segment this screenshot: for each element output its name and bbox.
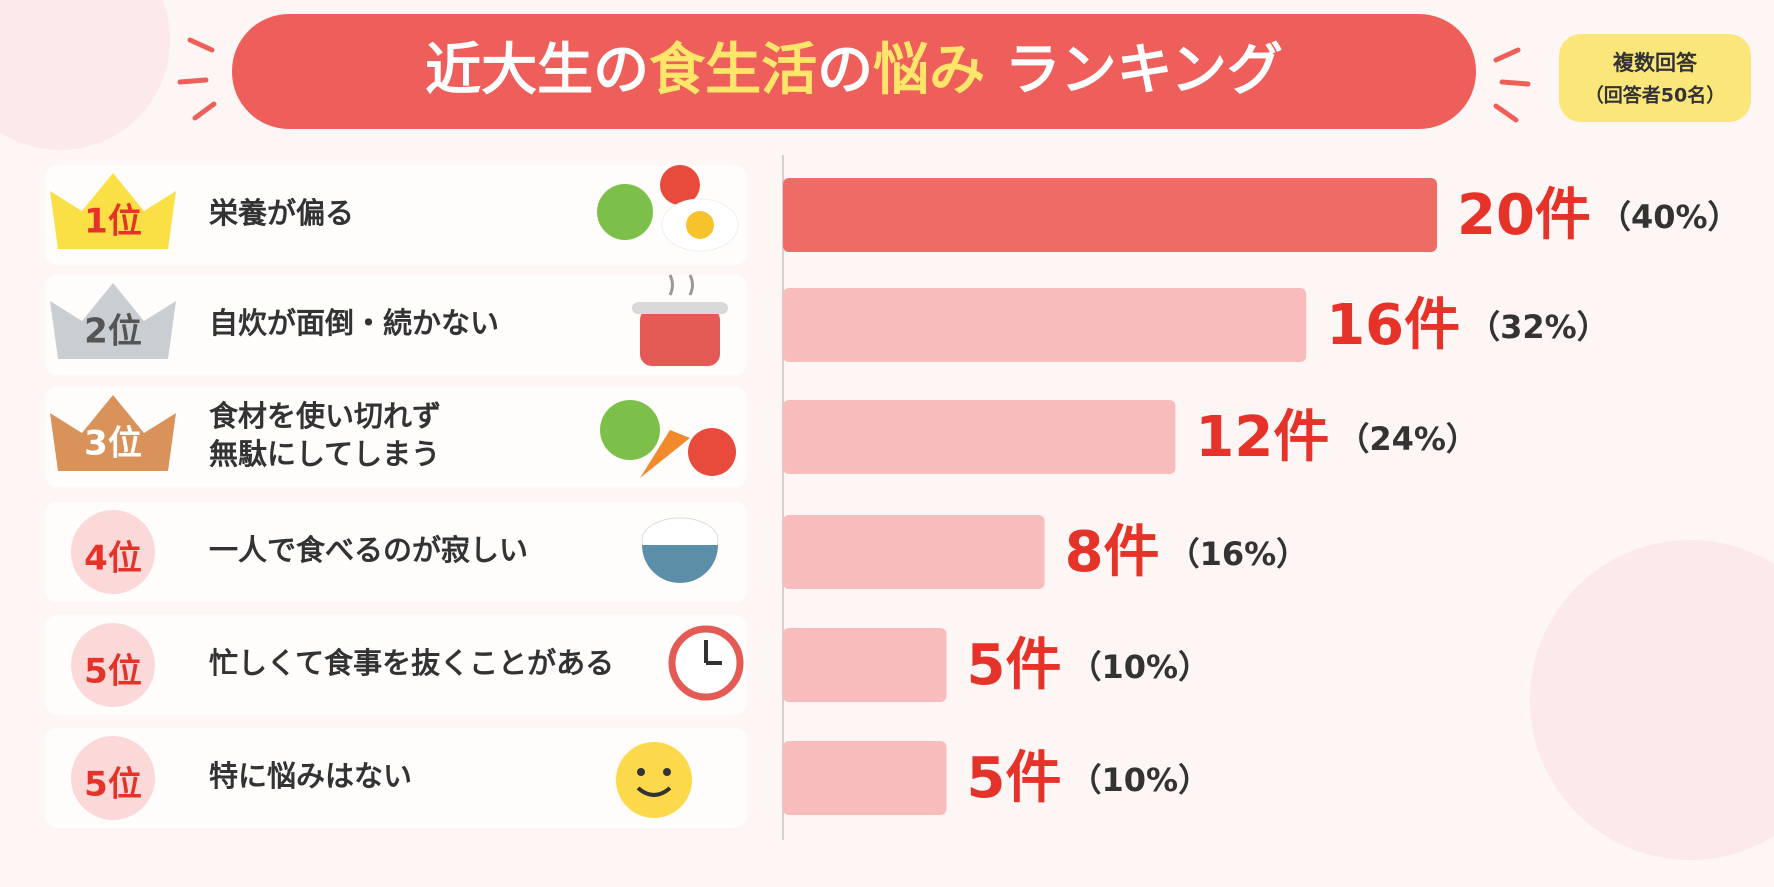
rank-crown xyxy=(50,395,176,471)
row-panel xyxy=(45,165,747,265)
icon-smiley xyxy=(616,742,692,818)
percent-label: （16%） xyxy=(1168,535,1309,573)
bar xyxy=(783,178,1437,252)
category-label: 特に悩みはない xyxy=(209,759,412,793)
value-label: 8件 xyxy=(1065,520,1160,585)
icon-pot xyxy=(632,274,728,366)
icon-clock xyxy=(668,625,744,701)
title-sparks xyxy=(177,37,1531,123)
title-part: 近大生の xyxy=(425,38,649,103)
title-part: 食生活 xyxy=(649,38,817,103)
rank-crown xyxy=(50,173,176,249)
rank-label: 5位 xyxy=(84,652,142,692)
rank-label: 5位 xyxy=(84,765,142,805)
row-panel xyxy=(45,387,747,487)
rows: 1位 栄養が偏る 20件 （40%） 2位 自炊が面倒・続かない 16件 （32%） 3位 食材を… xyxy=(45,165,1740,828)
rank-circle xyxy=(71,736,155,820)
category-label: 忙しくて食事を抜くことがある xyxy=(209,646,614,680)
percent-label: （10%） xyxy=(1069,761,1210,799)
value-label: 5件 xyxy=(967,746,1062,811)
note-line: （回答者50名） xyxy=(1585,84,1725,107)
title: 近大生の食生活の悩み ランキング xyxy=(425,38,1283,103)
rank-crown xyxy=(50,283,176,359)
row-panel xyxy=(45,275,747,375)
note-badge xyxy=(1559,34,1751,122)
bar xyxy=(783,288,1307,362)
icon-vegetables xyxy=(600,400,736,478)
row-panel xyxy=(45,728,747,828)
icon-rice-bowl xyxy=(641,517,719,583)
category-label: 食材を使い切れず xyxy=(209,399,441,433)
percent-label: （24%） xyxy=(1337,420,1478,458)
value-label: 16件 xyxy=(1326,293,1460,358)
category-label: 栄養が偏る xyxy=(209,196,354,230)
category-label: 自炊が面倒・続かない xyxy=(209,306,499,340)
row-panel xyxy=(45,502,747,602)
title-pill xyxy=(232,14,1476,129)
percent-label: （10%） xyxy=(1069,648,1210,686)
bar xyxy=(783,400,1176,474)
title-part: の xyxy=(817,38,873,103)
percent-label: （32%） xyxy=(1468,308,1609,346)
percent-label: （40%） xyxy=(1599,198,1740,236)
rank-label: 1位 xyxy=(84,202,142,242)
rank-label: 2位 xyxy=(84,312,142,352)
title-part: 悩み xyxy=(873,38,985,103)
category-label: 一人で食べるのが寂しい xyxy=(209,533,528,567)
rank-label: 4位 xyxy=(84,539,142,579)
rank-circle xyxy=(71,623,155,707)
title-part: ランキング xyxy=(985,38,1283,103)
icon-vegetables xyxy=(597,165,739,252)
value-label: 20件 xyxy=(1457,183,1591,248)
bar xyxy=(783,741,947,815)
bar xyxy=(783,515,1045,589)
row-panel xyxy=(45,615,747,715)
value-label: 12件 xyxy=(1195,405,1329,470)
decor-circle xyxy=(0,0,170,150)
rank-label: 3位 xyxy=(84,424,142,464)
bar xyxy=(783,628,947,702)
decor-circle xyxy=(1530,540,1774,860)
value-label: 5件 xyxy=(967,633,1062,698)
rank-circle xyxy=(71,510,155,594)
note-line: 複数回答 xyxy=(1612,51,1698,75)
category-label: 無駄にしてしまう xyxy=(209,437,440,471)
